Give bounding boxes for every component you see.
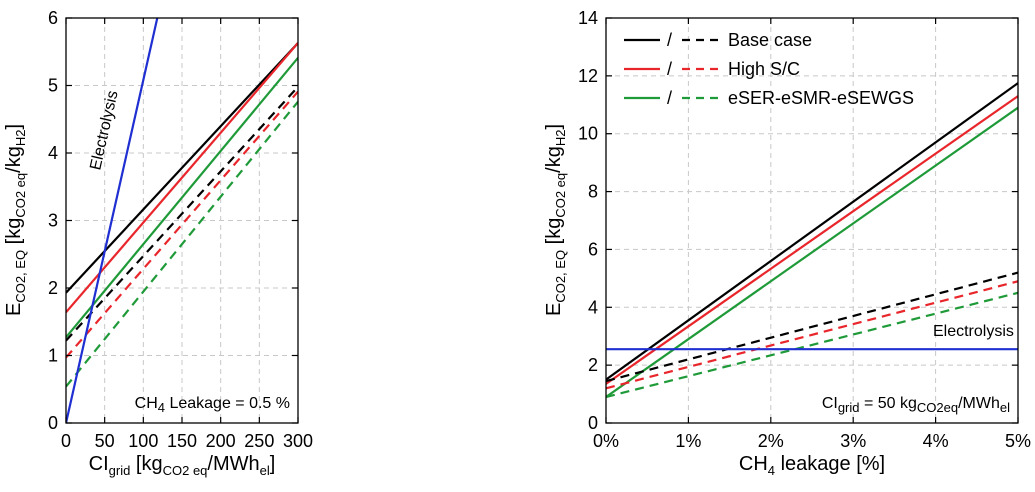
right-series-esmr-solid-line — [606, 106, 1018, 398]
left-annotation: CH4 Leakage = 0.5 % — [135, 395, 290, 415]
left-x-tick-label: 300 — [283, 431, 313, 451]
right-series-high-dashed-line — [606, 280, 1018, 390]
left-series-esmr-solid-line — [66, 57, 298, 339]
legend-entry-base-case: / Base case — [624, 30, 812, 50]
right-tick-labels: 0% 1% 2% 3% 4% 5% 0 2 4 6 8 10 12 14 — [578, 8, 1031, 451]
left-series-base-dashed-line — [66, 86, 298, 342]
left-y-tick-label: 0 — [48, 413, 58, 433]
left-y-tick-label: 2 — [48, 278, 58, 298]
right-y-tick-label: 8 — [588, 182, 598, 202]
left-ticks — [65, 17, 299, 424]
left-series-electrolysis-solid-line — [66, 18, 159, 423]
legend-entry-esmr: / eSER-eSMR-eSEWGS — [624, 88, 914, 108]
legend-entry-high-sc: / High S/C — [624, 59, 800, 79]
left-grid — [66, 18, 298, 423]
left-series-esmr-dashed-line — [66, 101, 298, 388]
legend: / Base case / High S/C / eSER-eSMR-eSEWG… — [624, 30, 914, 108]
left-x-tick-label: 150 — [167, 431, 197, 451]
right-y-tick-label: 14 — [578, 8, 598, 28]
right-series-base-dashed-line — [606, 271, 1018, 383]
right-y-tick-label: 0 — [588, 413, 598, 433]
right-x-tick-label: 2% — [758, 431, 784, 451]
legend-label-esmr: eSER-eSMR-eSEWGS — [728, 88, 914, 108]
right-annotation: CIgrid = 50 kgCO2eq/MWhel — [822, 395, 1010, 415]
left-y-axis-label: ECO2, EQ [kgCO2 eq/kgH2] — [3, 124, 28, 316]
right-x-tick-label: 0% — [593, 431, 619, 451]
left-y-tick-label: 4 — [48, 143, 58, 163]
right-ticks — [605, 17, 1019, 424]
left-x-tick-label: 50 — [95, 431, 115, 451]
left-tick-labels: 0 50 100 150 200 250 300 0 1 2 3 4 5 6 — [48, 8, 313, 451]
right-y-tick-label: 10 — [578, 124, 598, 144]
right-series-high-solid-line — [606, 95, 1018, 385]
left-series — [66, 18, 298, 423]
right-series-base-solid-line — [606, 82, 1018, 381]
right-chart: 0% 1% 2% 3% 4% 5% 0 2 4 6 8 10 12 14 Electrolysis CIg… — [543, 8, 1031, 478]
left-y-tick-label: 1 — [48, 346, 58, 366]
right-y-tick-label: 4 — [588, 297, 598, 317]
left-y-tick-label: 5 — [48, 76, 58, 96]
left-electrolysis-label: Electrolysis — [87, 89, 121, 172]
right-plot-frame — [605, 17, 1019, 424]
legend-separator: / — [667, 88, 672, 108]
left-x-tick-label: 200 — [206, 431, 236, 451]
right-y-tick-label: 2 — [588, 355, 598, 375]
right-y-axis-label: ECO2, EQ [kgCO2 eq/kgH2] — [543, 124, 568, 316]
right-x-tick-label: 3% — [840, 431, 866, 451]
left-x-tick-label: 250 — [244, 431, 274, 451]
right-electrolysis-label: Electrolysis — [933, 323, 1014, 340]
right-x-tick-label: 5% — [1005, 431, 1031, 451]
left-x-tick-label: 100 — [128, 431, 158, 451]
left-y-tick-label: 6 — [48, 8, 58, 28]
legend-separator: / — [667, 30, 672, 50]
left-series-high-solid-line — [66, 42, 298, 314]
left-chart: 0 50 100 150 200 250 300 0 1 2 3 4 5 6 Electrolysis C… — [3, 8, 313, 478]
legend-label-base-case: Base case — [728, 30, 812, 50]
right-y-tick-label: 12 — [578, 66, 598, 86]
right-x-tick-label: 1% — [675, 431, 701, 451]
right-series-esmr-dashed-line — [606, 291, 1018, 399]
left-y-tick-label: 3 — [48, 211, 58, 231]
legend-separator: / — [667, 59, 672, 79]
right-x-tick-label: 4% — [923, 431, 949, 451]
left-x-tick-label: 0 — [61, 431, 71, 451]
right-y-tick-label: 6 — [588, 239, 598, 259]
left-x-axis-label: CIgrid [kgCO2 eq/MWhel] — [89, 453, 276, 478]
right-x-axis-label: CH4 leakage [%] — [739, 453, 885, 478]
right-series — [606, 82, 1018, 399]
legend-label-high-sc: High S/C — [728, 59, 800, 79]
